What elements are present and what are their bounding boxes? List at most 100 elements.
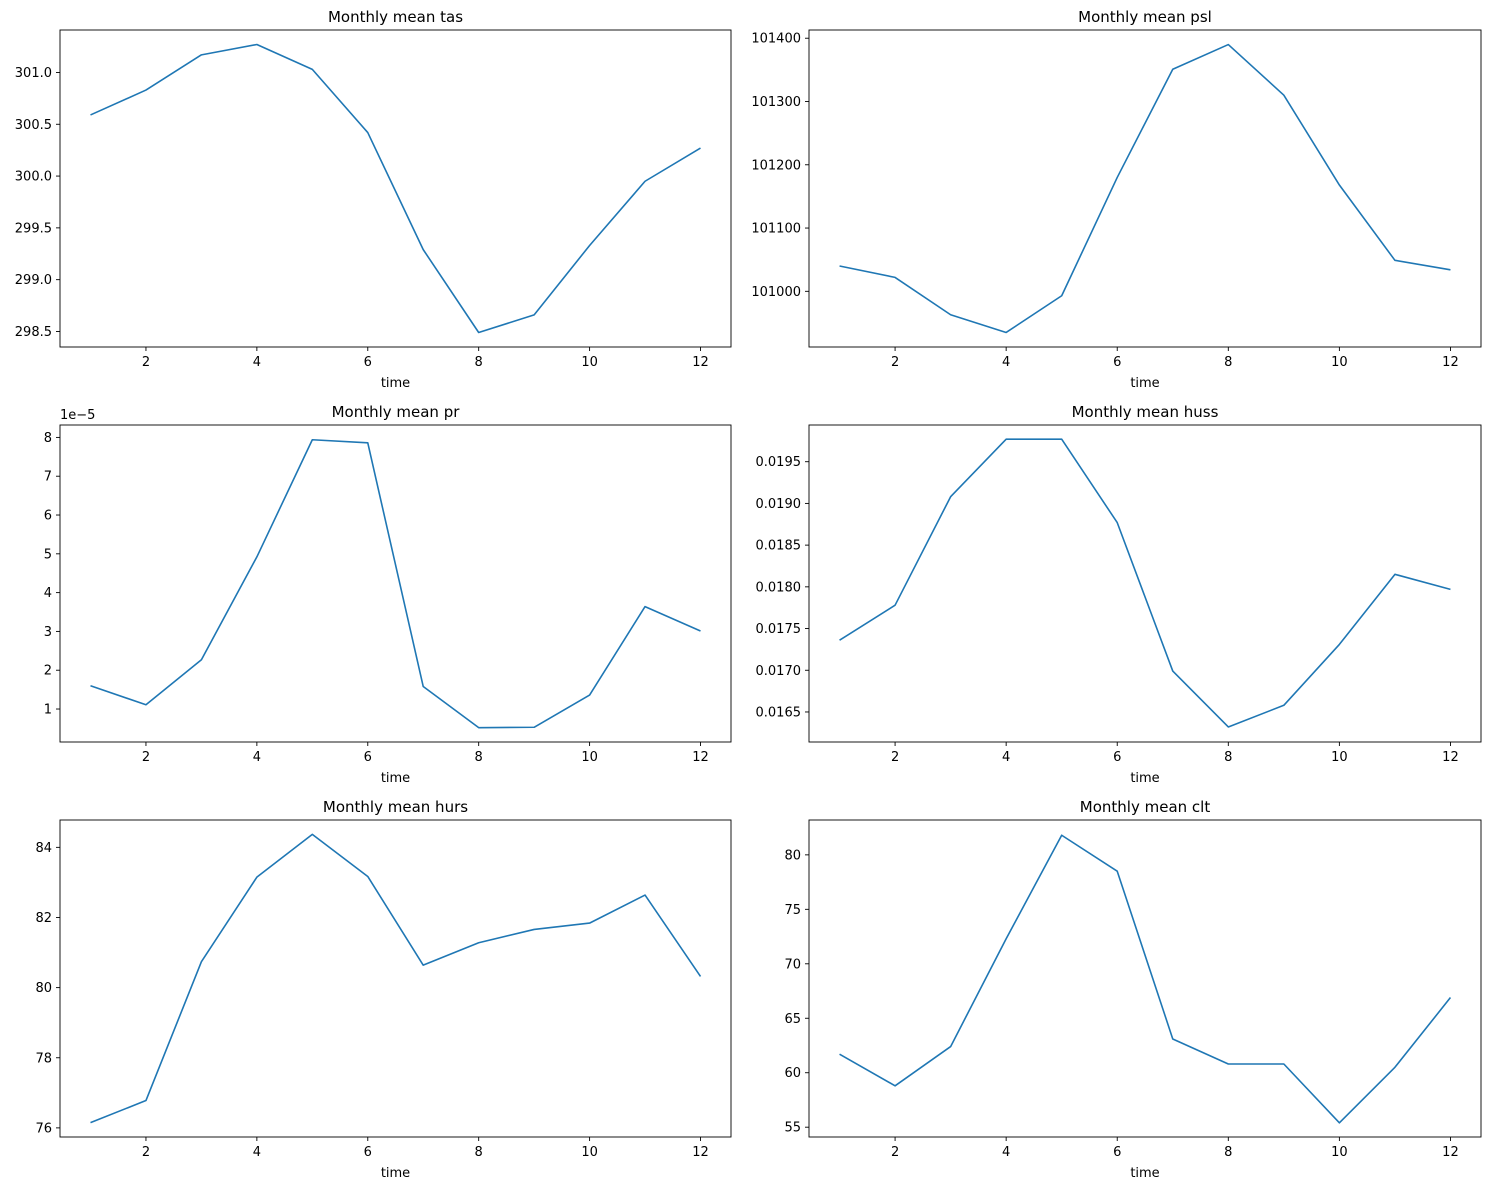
x-tick-label: 4 — [253, 355, 261, 370]
y-tick-label: 4 — [44, 586, 52, 601]
x-tick-label: 12 — [692, 1145, 709, 1160]
series-line — [90, 43, 701, 334]
series-line — [90, 438, 701, 729]
y-tick-label: 0.0165 — [756, 705, 802, 720]
y-tick-label: 0.0190 — [756, 497, 802, 512]
y-tick-label: 301.0 — [15, 66, 52, 81]
x-tick-label: 10 — [581, 355, 598, 370]
y-offset-text: 1e−5 — [60, 408, 95, 423]
axes-frame — [59, 424, 732, 743]
y-tick-label: 0.0170 — [756, 664, 802, 679]
x-tick-label: 4 — [253, 1145, 261, 1160]
x-axis-label: time — [1130, 1166, 1159, 1181]
series-line — [90, 833, 702, 1124]
y-tick-label: 7 — [44, 470, 52, 485]
x-tick-label: 6 — [1113, 355, 1121, 370]
x-tick-label: 6 — [364, 750, 372, 765]
x-tick-label: 10 — [1331, 1145, 1348, 1160]
y-tick-label: 0.0180 — [756, 580, 802, 595]
y-tick-label: 0.0175 — [756, 622, 802, 637]
y-tick-label: 1 — [44, 703, 52, 718]
x-tick-label: 10 — [1331, 355, 1348, 370]
x-tick-label: 8 — [1224, 1145, 1232, 1160]
y-tick-label: 3 — [44, 625, 52, 640]
x-tick-label: 12 — [1442, 1145, 1459, 1160]
y-tick-label: 5 — [44, 547, 52, 562]
x-axis-label: time — [381, 376, 410, 391]
subplot-6: Monthly mean clt 2 4 6 8 10 12 55 60 65 70 75 80 time — [784, 798, 1482, 1181]
y-tick-label: 0.0185 — [756, 539, 802, 554]
y-tick-label: 80 — [35, 981, 52, 996]
x-axis-label: time — [1130, 376, 1159, 391]
x-tick-label: 6 — [364, 355, 372, 370]
subplot-1: Monthly mean tas 2 4 6 8 10 12 298.5 299.0 299.5 3… — [15, 8, 732, 391]
y-tick-label: 101300 — [751, 95, 801, 110]
axes-frame — [808, 819, 1482, 1138]
subplot-5: Monthly mean hurs 2 4 6 8 10 12 76 78 80 82 84 time — [35, 798, 732, 1181]
axes-frame — [59, 819, 732, 1138]
x-tick-label: 4 — [1002, 355, 1010, 370]
x-tick-label: 6 — [1113, 1145, 1121, 1160]
series-line — [839, 438, 1451, 728]
y-tick-label: 299.0 — [15, 273, 52, 288]
x-tick-label: 2 — [142, 750, 150, 765]
x-tick-label: 2 — [891, 1145, 899, 1160]
x-tick-label: 2 — [142, 1145, 150, 1160]
y-tick-label: 75 — [784, 903, 801, 918]
y-tick-label: 78 — [35, 1051, 52, 1066]
x-tick-label: 12 — [692, 750, 709, 765]
x-tick-label: 2 — [142, 355, 150, 370]
x-tick-label: 6 — [364, 1145, 372, 1160]
y-tick-label: 101200 — [751, 158, 801, 173]
subplot-title: Monthly mean pr — [332, 403, 461, 421]
y-tick-label: 82 — [35, 911, 52, 926]
axes-frame — [59, 29, 732, 348]
y-tick-label: 60 — [784, 1066, 801, 1081]
y-tick-label: 300.0 — [15, 170, 52, 185]
x-tick-label: 8 — [475, 1145, 483, 1160]
x-tick-label: 12 — [692, 355, 709, 370]
axes-frame — [808, 424, 1482, 743]
x-tick-label: 8 — [1224, 355, 1232, 370]
y-tick-label: 8 — [44, 431, 52, 446]
subplot-2: Monthly mean psl 2 4 6 8 10 12 101000 101100 1012… — [751, 8, 1482, 391]
x-tick-label: 10 — [1331, 750, 1348, 765]
x-tick-label: 8 — [475, 355, 483, 370]
x-axis-label: time — [1130, 771, 1159, 786]
series-line — [839, 43, 1451, 334]
x-tick-label: 12 — [1442, 750, 1459, 765]
x-tick-label: 2 — [891, 355, 899, 370]
y-tick-label: 299.5 — [15, 221, 52, 236]
y-tick-label: 70 — [784, 957, 801, 972]
x-tick-label: 4 — [253, 750, 261, 765]
x-tick-label: 12 — [1442, 355, 1459, 370]
y-tick-label: 300.5 — [15, 118, 52, 133]
y-tick-label: 101000 — [751, 285, 801, 300]
x-tick-label: 4 — [1002, 750, 1010, 765]
x-tick-label: 10 — [581, 1145, 598, 1160]
x-tick-label: 10 — [581, 750, 598, 765]
x-axis-label: time — [381, 771, 410, 786]
x-tick-label: 6 — [1113, 750, 1121, 765]
y-tick-label: 101400 — [751, 32, 801, 47]
y-tick-label: 101100 — [751, 222, 801, 237]
subplot-title: Monthly mean hurs — [323, 798, 468, 816]
subplot-4: Monthly mean huss 2 4 6 8 10 12 0.0165 0.0170 0.0… — [756, 403, 1482, 786]
y-tick-label: 80 — [784, 848, 801, 863]
y-tick-label: 0.0195 — [756, 455, 802, 470]
y-tick-label: 6 — [44, 509, 52, 524]
y-tick-label: 298.5 — [15, 325, 52, 340]
y-tick-label: 2 — [44, 664, 52, 679]
x-tick-label: 8 — [475, 750, 483, 765]
y-tick-label: 65 — [784, 1012, 801, 1027]
axes-frame — [808, 29, 1482, 348]
subplot-title: Monthly mean tas — [328, 8, 463, 26]
y-tick-label: 84 — [35, 841, 52, 856]
x-tick-label: 8 — [1224, 750, 1232, 765]
y-tick-label: 76 — [35, 1121, 52, 1136]
y-tick-label: 55 — [784, 1121, 801, 1136]
x-tick-label: 4 — [1002, 1145, 1010, 1160]
subplot-title: Monthly mean psl — [1078, 8, 1212, 26]
